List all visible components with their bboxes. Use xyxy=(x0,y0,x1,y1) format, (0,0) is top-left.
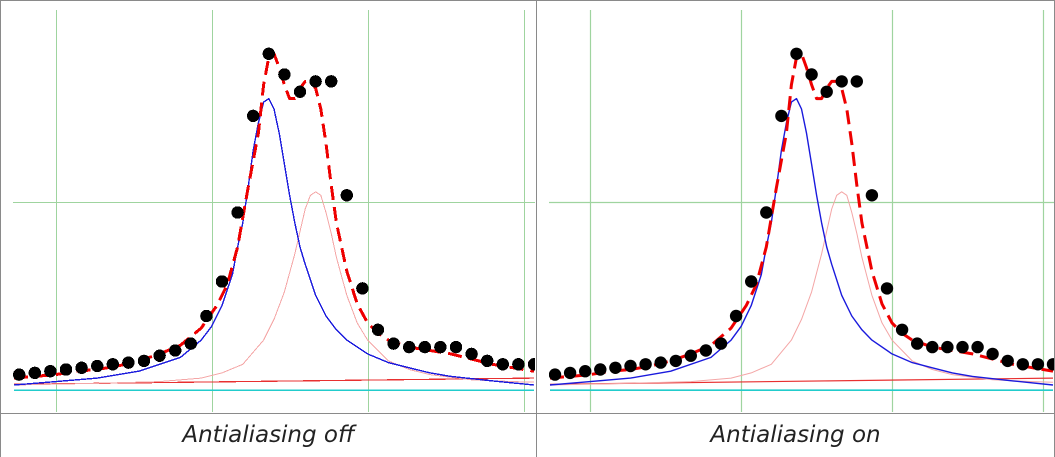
on-data-point-30 xyxy=(1001,354,1014,368)
off-data-point-22 xyxy=(356,282,369,295)
off-data-point-7 xyxy=(122,356,135,369)
off-data-point-10 xyxy=(169,344,182,357)
on-data-point-16 xyxy=(790,47,803,60)
on-data-point-5 xyxy=(624,359,637,373)
chart-svg-on xyxy=(549,10,1054,412)
off-fit-total-line xyxy=(13,52,535,380)
chart-svg-off xyxy=(13,10,535,412)
off-data-point-23 xyxy=(371,323,385,336)
on-data-point-24 xyxy=(911,337,924,350)
on-data-point-4 xyxy=(609,361,622,374)
off-data-point-32 xyxy=(512,358,525,371)
off-data-point-8 xyxy=(137,354,151,368)
on-data-point-11 xyxy=(714,337,728,350)
on-data-point-19 xyxy=(835,75,848,88)
off-data-point-3 xyxy=(59,363,73,376)
off-data-point-9 xyxy=(153,349,166,362)
on-data-point-17 xyxy=(805,68,818,81)
on-data-point-31 xyxy=(1016,358,1029,371)
off-data-point-26 xyxy=(418,340,431,354)
off-data-point-19 xyxy=(309,75,322,88)
off-data-point-6 xyxy=(106,358,120,371)
on-data-point-21 xyxy=(865,189,879,202)
off-data-point-27 xyxy=(434,340,447,354)
caption-cell-on: Antialiasing on xyxy=(537,413,1054,457)
off-data-point-14 xyxy=(231,206,244,219)
off-data-point-20 xyxy=(325,75,338,88)
off-data-point-12 xyxy=(200,309,213,323)
off-data-point-4 xyxy=(75,361,88,374)
on-data-point-9 xyxy=(684,349,697,362)
panel-antialiasing-off: Antialiasing off xyxy=(1,1,537,457)
on-data-point-26 xyxy=(941,340,954,354)
panel-antialiasing-on: Antialiasing on xyxy=(537,1,1054,457)
on-data-point-27 xyxy=(956,340,969,354)
on-data-point-23 xyxy=(895,323,909,336)
caption-antialiasing-on: Antialiasing on xyxy=(710,422,881,448)
on-data-point-7 xyxy=(654,356,667,369)
on-data-point-18 xyxy=(820,85,833,99)
on-data-point-25 xyxy=(926,340,939,354)
off-data-point-17 xyxy=(278,68,291,81)
on-data-point-6 xyxy=(639,358,652,371)
off-data-point-24 xyxy=(387,337,400,350)
off-data-point-1 xyxy=(28,366,41,380)
on-data-point-3 xyxy=(594,363,607,376)
on-data-point-22 xyxy=(880,282,894,295)
on-data-point-15 xyxy=(775,109,788,123)
off-data-point-30 xyxy=(481,354,494,368)
on-data-point-10 xyxy=(699,344,713,357)
off-data-point-0 xyxy=(13,368,26,381)
on-data-point-14 xyxy=(760,206,773,219)
off-data-point-13 xyxy=(215,275,229,288)
on-data-point-13 xyxy=(745,275,758,288)
on-data-point-0 xyxy=(549,368,562,381)
off-data-point-11 xyxy=(184,337,197,350)
off-data-point-21 xyxy=(340,189,353,202)
on-component-2-line xyxy=(549,191,1054,386)
off-data-point-31 xyxy=(496,358,509,371)
caption-antialiasing-off: Antialiasing off xyxy=(182,422,355,448)
off-component-1-line xyxy=(13,97,535,386)
off-data-point-28 xyxy=(449,340,463,354)
chart-plot-off xyxy=(13,10,535,412)
on-fit-total-line xyxy=(549,52,1054,380)
chart-plot-on xyxy=(549,10,1054,412)
off-data-point-33 xyxy=(527,358,535,371)
on-data-point-28 xyxy=(971,340,984,354)
on-component-1-line xyxy=(549,97,1054,386)
off-data-point-15 xyxy=(247,109,260,123)
on-data-point-20 xyxy=(850,75,863,88)
off-data-point-2 xyxy=(44,365,57,378)
on-data-point-2 xyxy=(579,365,592,378)
on-data-point-33 xyxy=(1046,358,1054,371)
on-data-point-32 xyxy=(1031,358,1045,371)
on-data-point-29 xyxy=(986,347,999,361)
caption-cell-off: Antialiasing off xyxy=(1,413,536,457)
off-data-point-29 xyxy=(465,347,478,361)
on-data-point-1 xyxy=(563,366,577,380)
off-data-point-5 xyxy=(91,359,104,373)
on-data-point-8 xyxy=(669,354,682,368)
off-data-point-16 xyxy=(262,47,275,60)
off-component-2-line xyxy=(13,191,535,386)
off-data-point-18 xyxy=(293,85,307,99)
on-data-point-12 xyxy=(729,309,743,323)
off-data-point-25 xyxy=(403,340,416,354)
